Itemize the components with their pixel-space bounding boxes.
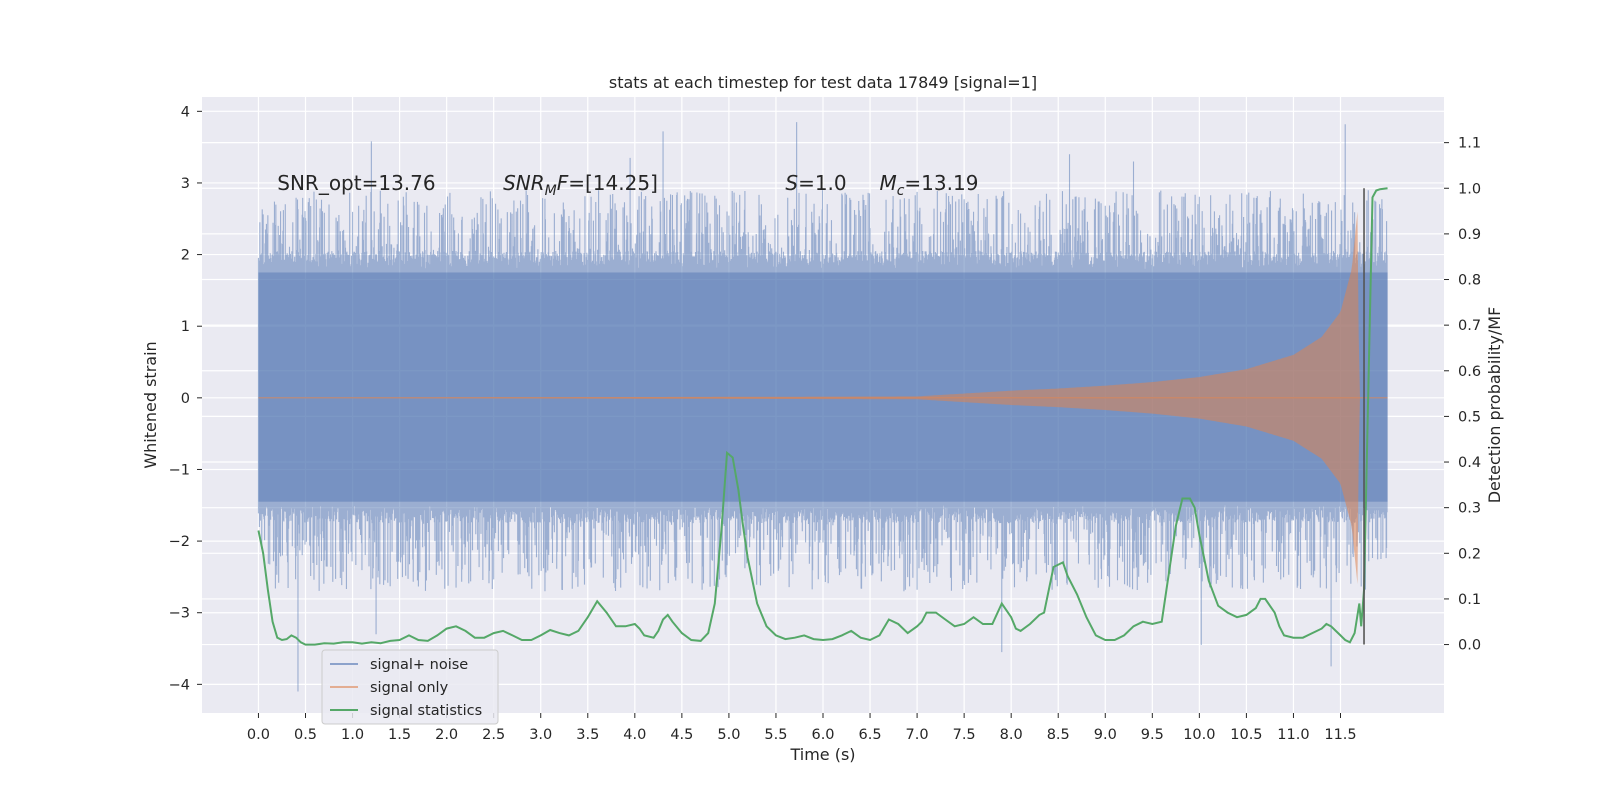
annotation-text: SNR_opt=13.76 bbox=[277, 171, 435, 195]
y-tick-label: −2 bbox=[169, 534, 190, 550]
y-tick-label: 4 bbox=[181, 104, 190, 120]
x-tick-label: 0.5 bbox=[294, 727, 317, 743]
annotation-text: SNRMF=[14.25] bbox=[503, 171, 658, 199]
x-tick-label: 1.5 bbox=[388, 727, 411, 743]
y-tick-label: −3 bbox=[169, 606, 190, 622]
signal-statistics-series bbox=[257, 187, 1388, 646]
x-tick-label: 2.0 bbox=[435, 727, 458, 743]
x-tick-label: 6.5 bbox=[859, 727, 882, 743]
x-tick-label: 9.5 bbox=[1141, 727, 1164, 743]
x-tick-label: 0.0 bbox=[247, 727, 270, 743]
y2-tick-label: 0.2 bbox=[1458, 546, 1481, 562]
annotations: SNR_opt=13.76 SNRMF=[14.25] S=1.0 Mc=13.19 bbox=[277, 171, 978, 199]
chart-title: stats at each timestep for test data 178… bbox=[609, 73, 1037, 92]
y2-tick-label: 0.3 bbox=[1458, 501, 1481, 517]
y2-tick-label: 0.6 bbox=[1458, 364, 1481, 380]
legend-label: signal statistics bbox=[370, 703, 482, 719]
y2-tick-label: 0.9 bbox=[1458, 227, 1481, 243]
x-tick-label: 5.5 bbox=[764, 727, 787, 743]
y2-tick-label: 1.0 bbox=[1458, 181, 1481, 197]
y2-tick-label: 1.1 bbox=[1458, 136, 1481, 152]
legend-label: signal only bbox=[370, 680, 449, 696]
y2-tick-label: 0.7 bbox=[1458, 318, 1481, 334]
x-tick-label: 3.0 bbox=[529, 727, 552, 743]
y2-tick-label: 0.8 bbox=[1458, 273, 1481, 289]
x-tick-label: 11.5 bbox=[1324, 727, 1356, 743]
x-tick-label: 4.5 bbox=[670, 727, 693, 743]
x-tick-label: 3.5 bbox=[576, 727, 599, 743]
x-tick-label: 11.0 bbox=[1277, 727, 1309, 743]
x-tick-label: 9.0 bbox=[1094, 727, 1117, 743]
y-tick-label: 2 bbox=[181, 248, 190, 264]
x-tick-label: 5.0 bbox=[717, 727, 740, 743]
y-tick-label: 1 bbox=[181, 319, 190, 335]
y-tick-label: 3 bbox=[181, 176, 190, 192]
y2-tick-label: 0.5 bbox=[1458, 409, 1481, 425]
y2-tick-label: 0.4 bbox=[1458, 455, 1481, 471]
legend-label: signal+ noise bbox=[370, 657, 468, 673]
legend: signal+ noise signal only signal statistic… bbox=[321, 649, 499, 725]
x-axis-label: Time (s) bbox=[789, 745, 855, 764]
x-tick-label: 1.0 bbox=[341, 727, 364, 743]
annotation-text: S=1.0 bbox=[785, 171, 846, 195]
x-tick-label: 6.0 bbox=[811, 727, 834, 743]
x-tick-label: 8.0 bbox=[1000, 727, 1023, 743]
y2-tick-label: 0.1 bbox=[1458, 592, 1481, 608]
stats-line bbox=[257, 187, 1388, 646]
y2-axis-label: Detection probability/MF bbox=[1485, 307, 1504, 504]
x-tick-label: 8.5 bbox=[1047, 727, 1070, 743]
x-tick-label: 10.0 bbox=[1183, 727, 1215, 743]
y-tick-label: −1 bbox=[169, 462, 190, 478]
annotation-text: Mc=13.19 bbox=[879, 171, 978, 199]
y-tick-label: 0 bbox=[181, 391, 190, 407]
x-tick-label: 7.0 bbox=[906, 727, 929, 743]
signal-only-series bbox=[258, 211, 1388, 585]
x-tick-label: 7.5 bbox=[953, 727, 976, 743]
x-tick-label: 4.0 bbox=[623, 727, 646, 743]
y-axis-label: Whitened strain bbox=[141, 341, 160, 468]
x-tick-label: 2.5 bbox=[482, 727, 505, 743]
y2-tick-label: 0.0 bbox=[1458, 638, 1481, 654]
axes-text: 0.0 0.5 1.0 1.5 2.0 2.5 3.0 3.5 4.0 4.5 5.0 5.5 6.0 6… bbox=[169, 104, 1481, 743]
legend-box bbox=[321, 649, 499, 725]
x-tick-label: 10.5 bbox=[1230, 727, 1262, 743]
y-tick-label: −4 bbox=[169, 677, 190, 693]
